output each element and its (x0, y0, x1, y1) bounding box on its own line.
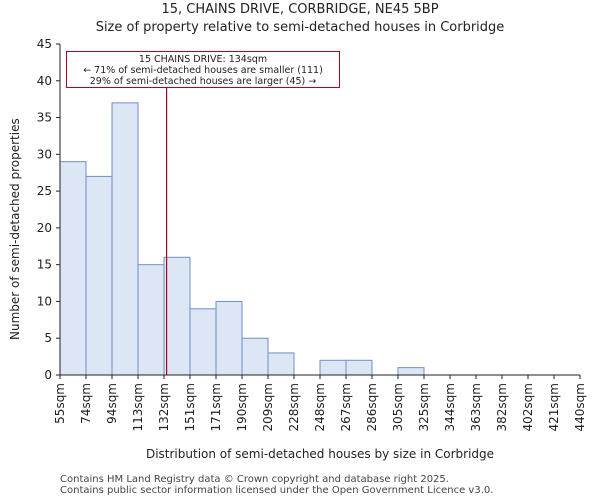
x-tick-label: 267sqm (339, 383, 353, 431)
bar-171sqm (215, 300, 243, 376)
bar-132sqm (163, 256, 191, 376)
x-tick-labels: 55sqm 74sqm 94sqm 113sqm 132sqm 151sqm 171sqm 1… (53, 375, 587, 431)
bar-190sqm (241, 337, 269, 376)
x-tick-label: 151sqm (183, 383, 197, 431)
bar-267sqm (345, 359, 373, 376)
x-tick-label: 132sqm (157, 383, 171, 431)
y-tick-label: 30 (37, 147, 52, 161)
x-tick-label: 171sqm (209, 383, 223, 431)
bar-209sqm (267, 352, 295, 376)
x-axis-label: Distribution of semi-detached houses by … (146, 447, 494, 461)
annotation-box: 15 CHAINS DRIVE: 134sqm ← 71% of semi-de… (66, 51, 340, 88)
bar-151sqm (189, 308, 217, 376)
y-tick-label: 40 (37, 74, 52, 88)
x-tick-label: 344sqm (443, 383, 457, 431)
footer-copyright: Contains HM Land Registry data © Crown c… (60, 474, 449, 485)
x-tick-label: 382sqm (495, 383, 509, 431)
x-tick-label: 305sqm (391, 383, 405, 431)
y-tick-label: 0 (44, 368, 52, 382)
x-tick-label: 286sqm (365, 383, 379, 431)
annotation-line-2: ← 71% of semi-detached houses are smalle… (83, 65, 323, 76)
x-tick-label: 402sqm (521, 383, 535, 431)
bars-group (59, 102, 425, 376)
y-tick-label: 35 (37, 111, 52, 125)
y-tick-label: 10 (37, 294, 52, 308)
chart-subtitle: Size of property relative to semi-detach… (95, 20, 505, 35)
y-tick-label: 45 (37, 37, 52, 51)
x-tick-label: 209sqm (261, 383, 275, 431)
bar-248sqm (319, 359, 347, 376)
footer-licence: Contains public sector information licen… (60, 485, 494, 496)
y-tick-label: 5 (44, 331, 52, 345)
annotation-line-3: 29% of semi-detached houses are larger (… (89, 76, 317, 87)
bar-305sqm (397, 367, 425, 376)
annotation-line-1: 15 CHAINS DRIVE: 134sqm (138, 54, 268, 65)
bar-55sqm (59, 161, 87, 376)
x-tick-label: 440sqm (573, 383, 587, 431)
x-tick-label: 228sqm (287, 383, 301, 431)
x-tick-label: 421sqm (547, 383, 561, 431)
x-tick-label: 190sqm (235, 383, 249, 431)
bar-94sqm (111, 102, 139, 376)
x-tick-label: 363sqm (469, 383, 483, 431)
bar-74sqm (85, 175, 113, 376)
y-tick-labels: 0 5 10 15 20 25 30 35 40 45 (37, 37, 60, 382)
x-tick-label: 74sqm (79, 383, 93, 424)
bar-113sqm (137, 264, 165, 376)
x-tick-label: 113sqm (131, 383, 145, 431)
x-tick-label: 248sqm (313, 383, 327, 431)
y-axis-label: Number of semi-detached properties (8, 118, 22, 340)
x-tick-label: 94sqm (105, 383, 119, 424)
chart-title: 15, CHAINS DRIVE, CORBRIDGE, NE45 5BP (161, 2, 439, 17)
x-tick-label: 55sqm (53, 383, 67, 424)
x-tick-label: 325sqm (417, 383, 431, 431)
y-tick-label: 15 (37, 258, 52, 272)
y-tick-label: 25 (37, 184, 52, 198)
y-tick-label: 20 (37, 221, 52, 235)
